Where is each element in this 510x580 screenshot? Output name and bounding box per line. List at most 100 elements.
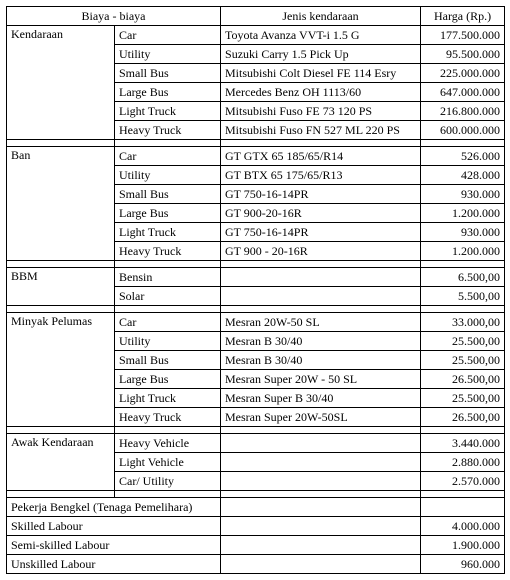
harga-cell: 25.500,00 [421, 332, 505, 351]
table-header-row: Biaya - biaya Jenis kendaraan Harga (Rp.… [7, 7, 505, 26]
sub-cell: Large Bus [115, 204, 221, 223]
jenis-cell [221, 453, 421, 472]
jenis-cell [221, 536, 421, 555]
spacer-row [7, 261, 505, 268]
cost-table: Biaya - biaya Jenis kendaraan Harga (Rp.… [6, 6, 505, 574]
harga-cell: 225.000.000 [421, 64, 505, 83]
section-ban: Ban [7, 147, 115, 261]
jenis-cell: Mesran Super B 30/40 [221, 389, 421, 408]
jenis-cell: Mercedes Benz OH 1113/60 [221, 83, 421, 102]
jenis-cell: Mitsubishi Colt Diesel FE 114 Esry [221, 64, 421, 83]
harga-cell: 26.500,00 [421, 370, 505, 389]
sub-cell: Small Bus [115, 185, 221, 204]
section-awak: Awak Kendaraan [7, 434, 115, 491]
jenis-cell: Mesran Super 20W-50SL [221, 408, 421, 427]
harga-cell: 1.200.000 [421, 204, 505, 223]
harga-cell: 26.500,00 [421, 408, 505, 427]
harga-cell: 3.440.000 [421, 434, 505, 453]
jenis-cell: Mesran 20W-50 SL [221, 313, 421, 332]
harga-cell: 95.500.000 [421, 45, 505, 64]
harga-cell: 960.000 [421, 555, 505, 574]
sub-cell: Semi-skilled Labour [7, 536, 221, 555]
jenis-cell: Mitsubishi Fuso FE 73 120 PS [221, 102, 421, 121]
spacer-row [7, 306, 505, 313]
jenis-cell: GT 900 - 20-16R [221, 242, 421, 261]
section-bengkel: Pekerja Bengkel (Tenaga Pemelihara) [7, 498, 221, 517]
jenis-cell: GT 750-16-14PR [221, 223, 421, 242]
table-row: Semi-skilled Labour 1.900.000 [7, 536, 505, 555]
table-row: Pekerja Bengkel (Tenaga Pemelihara) [7, 498, 505, 517]
jenis-cell: Suzuki Carry 1.5 Pick Up [221, 45, 421, 64]
harga-cell: 4.000.000 [421, 517, 505, 536]
harga-cell: 33.000,00 [421, 313, 505, 332]
sub-cell: Utility [115, 332, 221, 351]
sub-cell: Heavy Truck [115, 408, 221, 427]
header-biaya: Biaya - biaya [7, 7, 221, 26]
table-row: Ban Car GT GTX 65 185/65/R14 526.000 [7, 147, 505, 166]
table-row: Awak Kendaraan Heavy Vehicle 3.440.000 [7, 434, 505, 453]
harga-cell: 177.500.000 [421, 26, 505, 45]
table-row: Minyak Pelumas Car Mesran 20W-50 SL 33.0… [7, 313, 505, 332]
sub-cell: Heavy Truck [115, 242, 221, 261]
sub-cell: Heavy Vehicle [115, 434, 221, 453]
sub-cell: Utility [115, 45, 221, 64]
sub-cell: Small Bus [115, 351, 221, 370]
spacer-row [7, 491, 505, 498]
jenis-cell [221, 517, 421, 536]
harga-cell: 25.500,00 [421, 389, 505, 408]
sub-cell: Light Truck [115, 223, 221, 242]
harga-cell: 930.000 [421, 223, 505, 242]
jenis-cell [221, 498, 421, 517]
table-row: Skilled Labour 4.000.000 [7, 517, 505, 536]
sub-cell: Bensin [115, 268, 221, 287]
sub-cell: Skilled Labour [7, 517, 221, 536]
jenis-cell [221, 287, 421, 306]
harga-cell: 600.000.000 [421, 121, 505, 140]
table-row: BBM Bensin 6.500,00 [7, 268, 505, 287]
header-jenis: Jenis kendaraan [221, 7, 421, 26]
jenis-cell: GT 900-20-16R [221, 204, 421, 223]
harga-cell: 526.000 [421, 147, 505, 166]
jenis-cell: GT 750-16-14PR [221, 185, 421, 204]
sub-cell: Light Vehicle [115, 453, 221, 472]
table-row: Unskilled Labour 960.000 [7, 555, 505, 574]
sub-cell: Light Truck [115, 102, 221, 121]
sub-cell: Large Bus [115, 370, 221, 389]
jenis-cell: Mesran B 30/40 [221, 332, 421, 351]
harga-cell: 1.900.000 [421, 536, 505, 555]
harga-cell: 6.500,00 [421, 268, 505, 287]
harga-cell: 1.200.000 [421, 242, 505, 261]
spacer-row [7, 427, 505, 434]
jenis-cell [221, 472, 421, 491]
jenis-cell: GT GTX 65 185/65/R14 [221, 147, 421, 166]
sub-cell: Car [115, 147, 221, 166]
section-bbm: BBM [7, 268, 115, 306]
jenis-cell: Mitsubishi Fuso FN 527 ML 220 PS [221, 121, 421, 140]
sub-cell: Heavy Truck [115, 121, 221, 140]
harga-cell: 2.880.000 [421, 453, 505, 472]
sub-cell: Solar [115, 287, 221, 306]
jenis-cell [221, 555, 421, 574]
table-row: Kendaraan Car Toyota Avanza VVT-i 1.5 G … [7, 26, 505, 45]
header-harga: Harga (Rp.) [421, 7, 505, 26]
harga-cell: 930.000 [421, 185, 505, 204]
sub-cell: Light Truck [115, 389, 221, 408]
harga-cell: 647.000.000 [421, 83, 505, 102]
harga-cell: 25.500,00 [421, 351, 505, 370]
sub-cell: Small Bus [115, 64, 221, 83]
section-pelumas: Minyak Pelumas [7, 313, 115, 427]
jenis-cell: GT BTX 65 175/65/R13 [221, 166, 421, 185]
harga-cell [421, 498, 505, 517]
harga-cell: 428.000 [421, 166, 505, 185]
jenis-cell [221, 268, 421, 287]
harga-cell: 5.500,00 [421, 287, 505, 306]
sub-cell: Utility [115, 166, 221, 185]
jenis-cell [221, 434, 421, 453]
harga-cell: 2.570.000 [421, 472, 505, 491]
jenis-cell: Mesran B 30/40 [221, 351, 421, 370]
sub-cell: Car/ Utility [115, 472, 221, 491]
jenis-cell: Mesran Super 20W - 50 SL [221, 370, 421, 389]
jenis-cell: Toyota Avanza VVT-i 1.5 G [221, 26, 421, 45]
sub-cell: Large Bus [115, 83, 221, 102]
sub-cell: Car [115, 313, 221, 332]
